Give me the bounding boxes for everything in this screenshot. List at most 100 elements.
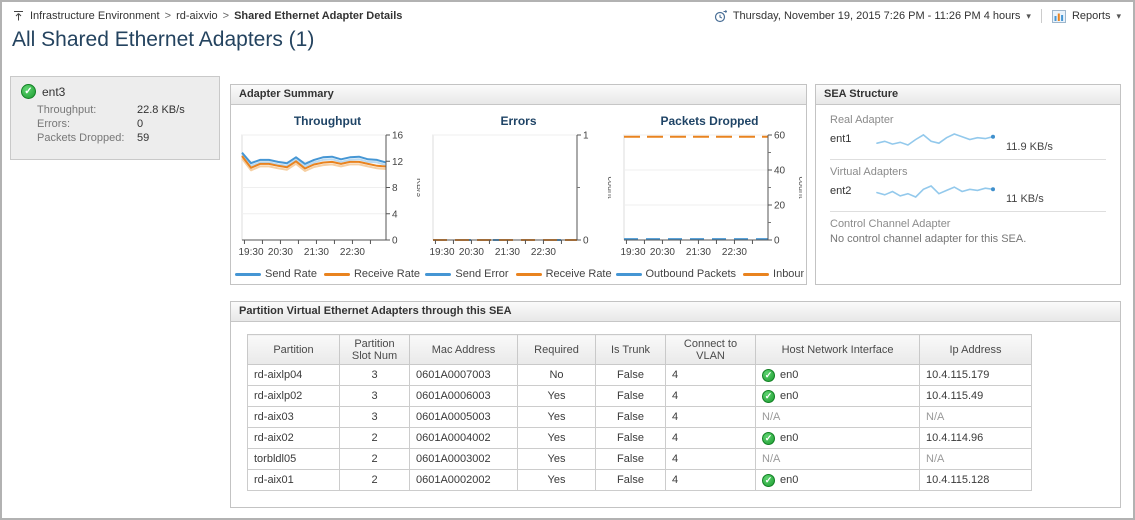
cell-vlan: 4	[665, 406, 756, 428]
timerange-chevron-down-icon[interactable]: ▾	[1026, 10, 1031, 21]
partition-table-body: rd-aixlp04 3 0601A0007003 No False 4 ✓ en0 10.4.…	[247, 364, 1032, 491]
reports-icon	[1051, 9, 1066, 23]
column-header: Ip Address	[919, 334, 1032, 365]
cell-ip: N/A	[919, 448, 1032, 470]
adapter-summary-panel: Adapter Summary Throughput 0 4 8 12 16 19:30 2…	[230, 84, 807, 285]
throughput-chart-plot: 0 4 8 12 16 19:30 20:30 21:30 22:30 KB/s	[236, 130, 425, 267]
real-adapter-name[interactable]: ent1	[830, 133, 852, 145]
cell-is_trunk: False	[595, 427, 666, 449]
svg-text:21:30: 21:30	[494, 247, 519, 258]
legend-label: Inbound Pack	[773, 268, 803, 280]
cell-host_interface: ✓ en0	[755, 385, 920, 407]
svg-text:19:30: 19:30	[238, 247, 263, 258]
table-header-row: Partition Partition Slot Num Mac Address Re…	[247, 334, 1032, 365]
svg-text:40: 40	[774, 166, 786, 177]
column-header: Required	[517, 334, 596, 365]
cell-required: Yes	[517, 448, 596, 470]
svg-text:20:30: 20:30	[649, 247, 674, 258]
legend-swatch	[425, 272, 452, 276]
cell-slot: 2	[339, 448, 410, 470]
cell-is_trunk: False	[595, 364, 666, 386]
cell-ip: N/A	[919, 406, 1032, 428]
cell-required: Yes	[517, 385, 596, 407]
packets-dropped-chart-plot: 0 20 40 60 19:30 20:30 21:30 22:30 count	[618, 130, 807, 267]
packets-dropped-chart-legend: Outbound Packets Inbound Pack	[615, 268, 804, 280]
legend-swatch	[615, 272, 642, 276]
svg-text:4: 4	[392, 209, 398, 220]
throughput-chart-legend: Send Rate Receive Rate	[234, 268, 420, 280]
legend-item: Send Rate	[234, 268, 317, 280]
cell-partition: torbldl05	[247, 448, 340, 470]
cell-slot: 2	[339, 469, 410, 491]
timerange-clock-icon	[714, 9, 727, 23]
cell-required: No	[517, 364, 596, 386]
column-header: Mac Address	[409, 334, 518, 365]
svg-text:12: 12	[392, 157, 404, 168]
cell-ip: 10.4.114.96	[919, 427, 1032, 449]
section-divider	[830, 211, 1106, 212]
breadcrumb-item-infrastructure[interactable]: Infrastructure Environment	[30, 10, 160, 22]
legend-item: Receive Rate	[323, 268, 420, 280]
adapter-summary-card[interactable]: ✓ ent3 Throughput: 22.8 KB/s Errors: 0 P…	[10, 76, 220, 160]
chart-title: Throughput	[293, 114, 362, 128]
timerange-label[interactable]: Thursday, November 19, 2015 7:26 PM - 11…	[732, 10, 1021, 22]
column-header: Is Trunk	[595, 334, 666, 365]
svg-text:22:30: 22:30	[530, 247, 555, 258]
cell-is_trunk: False	[595, 406, 666, 428]
chart-title: Errors	[500, 114, 537, 128]
table-row[interactable]: rd-aix01 2 0601A0002002 Yes False 4 ✓ en0 10.4.1…	[247, 469, 1032, 491]
column-header: Connect to VLAN	[665, 334, 756, 365]
host-interface-name: en0	[780, 431, 799, 444]
errors-chart: Errors 0 1 19:30 20:30 21:30 22:30 count Send …	[423, 107, 616, 280]
table-row[interactable]: rd-aixlp02 3 0601A0006003 Yes False 4 ✓ en0 10.4…	[247, 385, 1032, 407]
breadcrumb-separator: >	[222, 10, 230, 22]
cell-partition: rd-aixlp02	[247, 385, 340, 407]
status-ok-icon: ✓	[762, 431, 775, 445]
cell-partition: rd-aix01	[247, 469, 340, 491]
real-adapter-label: Real Adapter	[830, 114, 894, 126]
svg-text:21:30: 21:30	[303, 247, 328, 258]
page-title: All Shared Ethernet Adapters (1)	[12, 28, 315, 51]
cell-vlan: 4	[665, 469, 756, 491]
svg-text:20: 20	[774, 201, 786, 212]
legend-label: Receive Rate	[545, 268, 612, 280]
real-adapter-value: 11.9 KB/s	[1006, 141, 1053, 153]
cell-vlan: 4	[665, 427, 756, 449]
cell-vlan: 4	[665, 448, 756, 470]
svg-text:0: 0	[774, 236, 780, 247]
table-row[interactable]: rd-aix02 2 0601A0004002 Yes False 4 ✓ en0 10.4.1…	[247, 427, 1032, 449]
reports-button[interactable]: Reports	[1071, 10, 1111, 22]
section-divider	[830, 159, 1106, 160]
table-row[interactable]: torbldl05 2 0601A0003002 Yes False 4 N/A N/A	[247, 448, 1032, 470]
cell-host_interface: ✓ en0	[755, 364, 920, 386]
host-interface-name: en0	[780, 473, 799, 486]
cell-slot: 3	[339, 406, 410, 428]
table-row[interactable]: rd-aix03 3 0601A0005003 Yes False 4 N/A N/A	[247, 406, 1032, 428]
real-adapter-sparkline	[874, 129, 1000, 152]
legend-label: Outbound Packets	[645, 268, 737, 280]
cell-required: Yes	[517, 406, 596, 428]
cell-host_interface: ✓ en0	[755, 427, 920, 449]
partition-adapters-panel-title: Partition Virtual Ethernet Adapters thro…	[231, 302, 1120, 322]
sea-structure-panel: SEA Structure Real Adapter ent1 11.9 KB/…	[815, 84, 1121, 285]
svg-text:22:30: 22:30	[339, 247, 364, 258]
svg-text:19:30: 19:30	[620, 247, 645, 258]
cell-is_trunk: False	[595, 469, 666, 491]
svg-text:16: 16	[392, 131, 404, 142]
cell-mac: 0601A0006003	[409, 385, 518, 407]
cell-is_trunk: False	[595, 385, 666, 407]
throughput-value: 22.8 KB/s	[137, 104, 185, 116]
up-level-icon[interactable]	[12, 10, 25, 22]
header-divider	[1040, 9, 1042, 23]
svg-text:20:30: 20:30	[267, 247, 292, 258]
virtual-adapter-name[interactable]: ent2	[830, 185, 852, 197]
control-channel-label: Control Channel Adapter	[830, 218, 951, 230]
errors-chart-legend: Send Error Receive Rate	[425, 268, 612, 280]
legend-swatch	[323, 272, 350, 276]
breadcrumb-item-host[interactable]: rd-aixvio	[176, 10, 218, 22]
reports-chevron-down-icon[interactable]: ▾	[1116, 10, 1121, 21]
cell-required: Yes	[517, 469, 596, 491]
table-row[interactable]: rd-aixlp04 3 0601A0007003 No False 4 ✓ en0 10.4.…	[247, 364, 1032, 386]
cell-mac: 0601A0004002	[409, 427, 518, 449]
